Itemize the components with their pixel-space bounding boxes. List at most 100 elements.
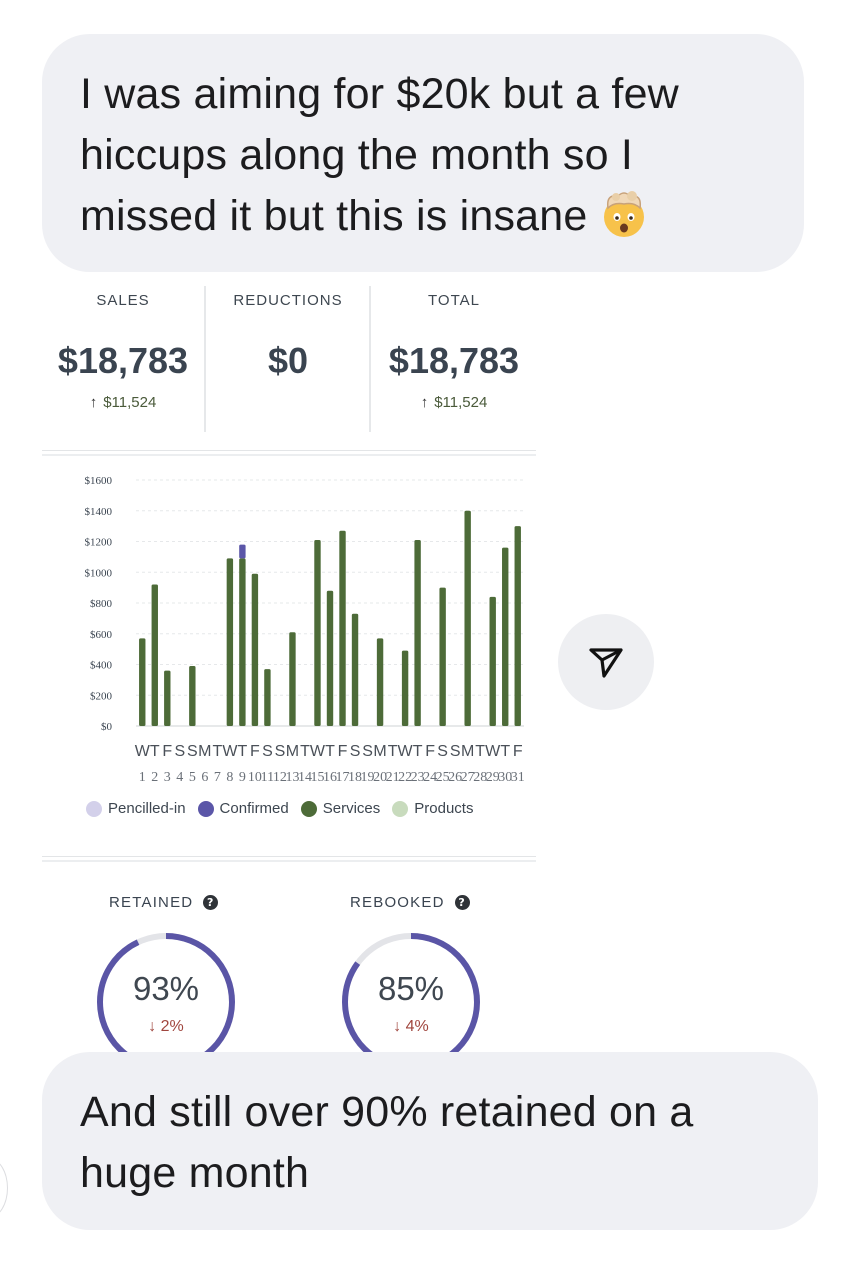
y-tick-label: $0 [101,721,113,733]
y-tick-label: $1000 [85,567,113,579]
send-button[interactable] [558,614,654,710]
x-tick-day-letter: W [485,743,501,760]
legend-item[interactable]: Products [392,800,473,817]
x-tick-day-letter: T [150,743,160,760]
y-tick-label: $200 [90,690,113,702]
bar-services [239,558,246,726]
stat-divider [369,286,371,432]
x-tick-day-number: 17 [336,770,350,785]
x-tick-day-number: 28 [473,770,487,785]
x-tick-day-letter: F [425,743,435,760]
x-tick-day-letter: S [362,743,373,760]
bar-services [489,596,496,726]
bar-services [251,573,259,726]
total-stat: TOTAL $18,783 ↑ $11,524 [372,282,536,430]
x-tick-day-number: 9 [239,770,246,785]
stats-card: SALES $18,783 ↑ $11,524 REDUCTIONS $0 TOT… [42,282,536,1071]
bar-services [439,587,446,726]
x-tick-day-letter: M [373,743,386,760]
rebooked-value: 85% [377,970,445,1007]
x-tick-day-letter: M [461,743,474,760]
total-label: TOTAL [428,292,480,309]
legend-swatch [86,800,102,817]
bar-services [351,613,359,726]
legend-label: Services [322,800,381,817]
message-bubble-top[interactable]: I was aiming for $20k but a few hiccups … [42,34,804,272]
x-tick-day-number: 1 [139,770,146,785]
legend-label: Products [414,800,474,817]
retained-label: RETAINED ? [109,894,219,911]
x-tick-day-number: 19 [361,770,375,785]
bar-confirmed [239,544,246,559]
total-value: $18,783 [388,340,520,381]
x-tick-day-number: 14 [298,770,312,785]
help-icon[interactable]: ? [203,895,219,910]
x-tick-day-letter: S [450,743,461,760]
arrow-down-icon: ↓ [393,1018,402,1035]
legend-item[interactable]: Services [300,800,381,817]
edge-avatar [0,1158,8,1218]
x-tick-day-letter: T [212,743,222,760]
arrow-up-icon: ↑ [89,394,98,411]
x-tick-day-number: 12 [273,770,287,785]
x-tick-day-number: 22 [398,770,412,785]
x-tick-day-number: 27 [461,770,475,785]
message-bubble-bottom[interactable]: And still over 90% retained on a huge mo… [42,1052,818,1230]
x-tick-day-letter: W [135,743,151,760]
x-tick-day-number: 10 [248,770,262,785]
x-tick-day-letter: T [388,743,398,760]
legend-item[interactable]: Confirmed [197,800,289,817]
legend-item[interactable]: Pencilled-in [86,800,186,817]
x-tick-day-number: 20 [373,770,387,785]
legend-swatch [197,800,214,817]
bar-services [264,669,271,726]
x-tick-day-letter: S [262,743,273,760]
help-icon[interactable]: ? [454,895,470,910]
x-tick-day-number: 8 [226,770,233,785]
total-delta: ↑ $11,524 [372,394,536,411]
sales-value: $18,783 [57,340,189,381]
y-tick-label: $400 [90,660,113,672]
message-text-bottom: And still over 90% retained on a huge mo… [80,1088,694,1197]
retained-delta: ↓ 2% [94,1018,238,1036]
sales-stat: SALES $18,783 ↑ $11,524 [42,282,204,430]
x-tick-day-letter: F [338,743,348,760]
legend-swatch [392,800,409,817]
x-tick-day-number: 13 [285,770,299,785]
bar-services [401,650,409,726]
bar-services [339,530,346,726]
x-tick-day-number: 11 [261,770,274,785]
y-tick-label: $1200 [85,537,113,549]
bar-services [289,632,296,726]
x-tick-day-number: 29 [486,770,500,785]
x-tick-day-number: 7 [214,770,221,785]
x-tick-day-number: 16 [323,770,337,785]
reductions-label: REDUCTIONS [233,292,343,309]
exploding-head-emoji [603,191,644,237]
reductions-stat: REDUCTIONS $0 [206,282,370,430]
x-tick-day-letter: W [398,743,414,760]
y-tick-label: $1600 [85,475,113,487]
x-tick-day-number: 21 [386,770,400,785]
x-tick-day-letter: W [222,743,238,760]
x-tick-day-letter: T [500,743,510,760]
legend-label: Confirmed [219,800,289,817]
y-tick-label: $800 [90,598,113,610]
bar-services [464,510,471,726]
stat-divider [204,286,206,432]
x-tick-day-number: 31 [511,770,525,785]
x-tick-day-letter: S [187,743,198,760]
x-tick-day-letter: S [275,743,286,760]
bar-services [151,584,158,726]
legend-swatch [300,800,317,817]
y-tick-label: $600 [90,629,113,641]
x-tick-day-letter: F [513,743,523,760]
arrow-up-icon: ↑ [420,394,429,411]
x-tick-day-letter: M [286,743,299,760]
y-tick-label: $1400 [85,506,113,518]
bar-services [514,526,521,726]
x-tick-day-number: 6 [201,770,208,785]
sales-delta-value: $11,524 [103,394,157,411]
sales-delta: ↑ $11,524 [42,394,204,411]
bar-services [326,590,334,726]
